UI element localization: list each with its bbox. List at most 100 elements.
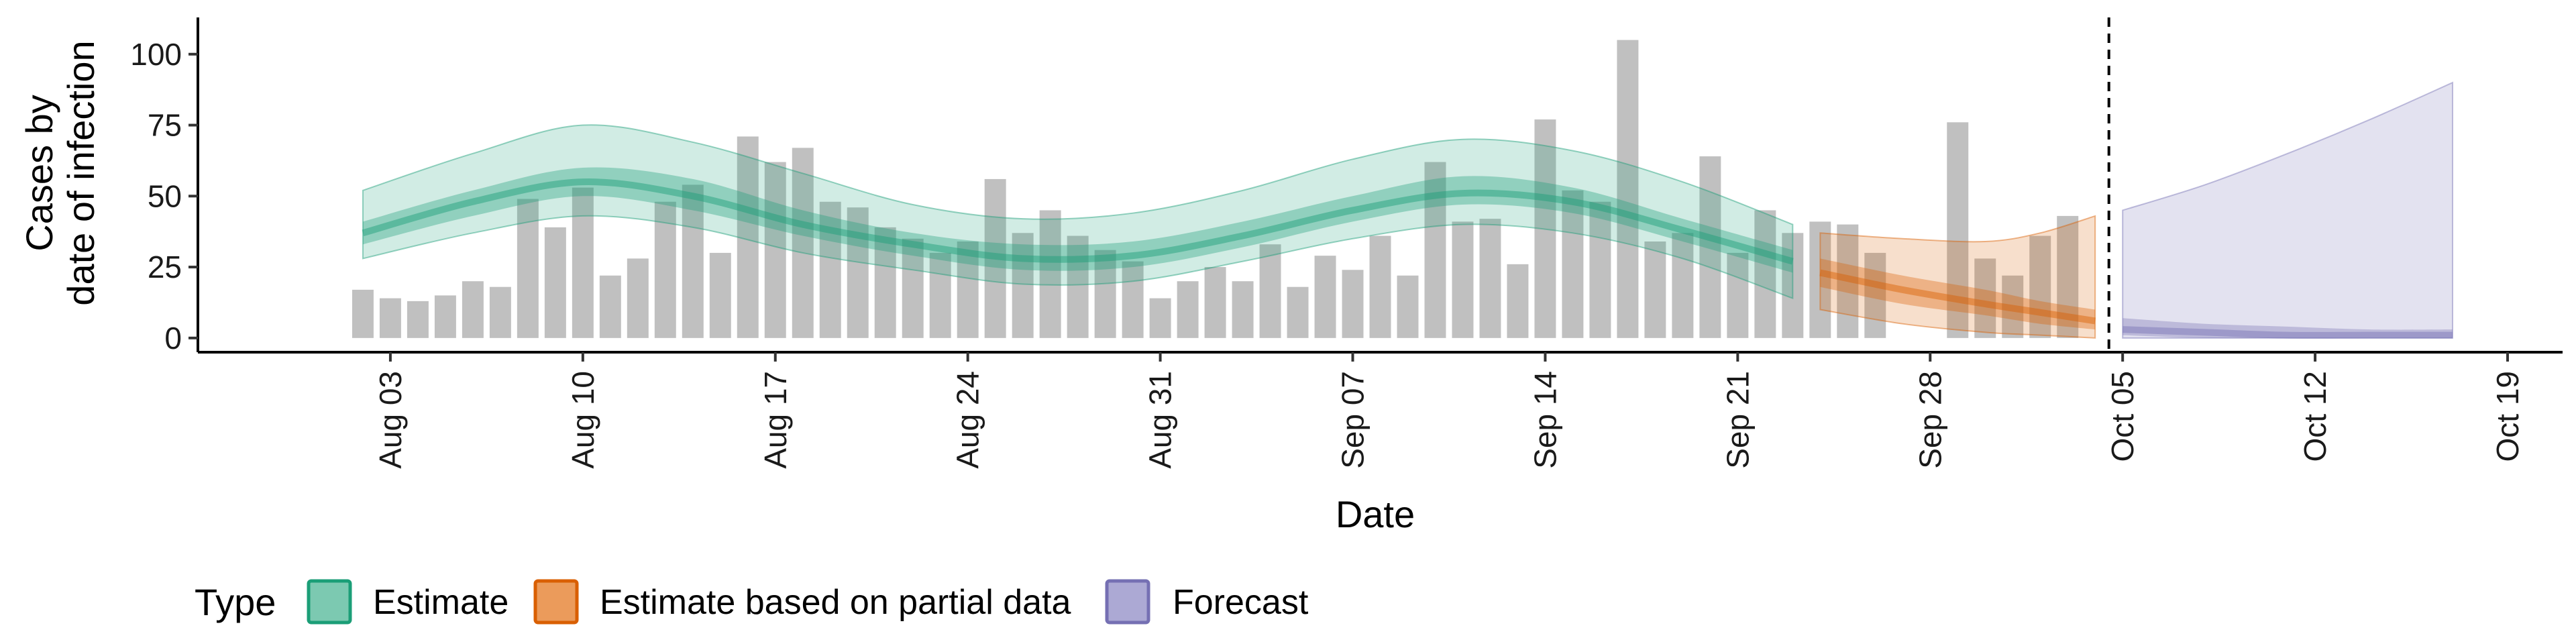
forecast-median-line [2123, 326, 2453, 339]
estimate-based-on-partial-data-inner-band [1820, 258, 2096, 330]
y-axis-title-line-1: Cases by [18, 95, 60, 251]
case-bar [1259, 244, 1281, 338]
case-bar [792, 148, 814, 338]
case-bar [1177, 281, 1199, 338]
case-bar [902, 238, 924, 338]
x-tick-label: Sep 28 [1913, 371, 1947, 469]
case-bar [709, 252, 731, 338]
estimate-median-line [362, 178, 1794, 265]
case-bar [1562, 190, 1584, 338]
case-bar [984, 178, 1006, 338]
case-bar [1479, 219, 1501, 338]
case-bar [1012, 233, 1034, 338]
case-bar [1617, 40, 1639, 338]
y-tick-label: 50 [148, 178, 182, 213]
case-bar [1727, 252, 1749, 338]
legend-label-estimate: Estimate [373, 583, 508, 622]
x-tick-label: Sep 14 [1527, 371, 1562, 469]
case-bar [1314, 256, 1336, 338]
x-tick-label: Aug 17 [758, 371, 793, 469]
case-bar [2029, 235, 2051, 338]
case-bar [1754, 210, 1776, 338]
case-bar [379, 298, 401, 338]
x-axis-title: Date [1336, 493, 1415, 535]
case-bar [544, 227, 566, 338]
y-tick-label: 25 [148, 250, 182, 284]
case-bar [1067, 235, 1089, 338]
legend-key-estimate [307, 579, 352, 625]
case-bar [1424, 162, 1446, 338]
case-bar [1837, 224, 1859, 338]
case-bar [2057, 215, 2079, 338]
case-bar [1094, 250, 1116, 338]
case-bar [1782, 233, 1804, 338]
case-bar [434, 295, 456, 338]
case-bar [847, 207, 869, 338]
estimate-outer-band [362, 124, 1794, 300]
case-bar [1644, 241, 1666, 338]
legend-title: Type [195, 581, 276, 623]
case-bar [1699, 156, 1721, 338]
case-bar [1232, 281, 1254, 338]
y-axis-title-line-2: date of infection [60, 40, 102, 305]
case-bar [737, 136, 759, 338]
case-bar [1864, 252, 1886, 338]
forecast-inner-band [2123, 318, 2453, 339]
x-tick-label: Oct 12 [2298, 371, 2332, 462]
case-bar [627, 258, 649, 338]
case-bar [1809, 221, 1831, 338]
x-tick-label: Aug 31 [1143, 371, 1178, 469]
case-bar [1039, 210, 1061, 338]
legend-key-partial [533, 579, 579, 625]
case-bar [1507, 264, 1529, 338]
case-bar [764, 162, 786, 338]
case-bar [1672, 233, 1694, 338]
legend-key-forecast [1105, 579, 1150, 625]
legend-item-forecast: Forecast [1105, 579, 1309, 625]
y-tick-label: 100 [130, 37, 182, 72]
legend: Type Estimate Estimate based on partial … [195, 579, 1309, 625]
estimate-inner-band [362, 167, 1793, 273]
case-bar [1122, 261, 1144, 338]
x-tick-label: Sep 21 [1720, 371, 1755, 469]
case-bar [1342, 270, 1364, 338]
case-bar [1397, 275, 1419, 338]
case-bar [929, 252, 951, 338]
case-bar [819, 201, 841, 338]
case-bar [682, 184, 704, 338]
case-bar [352, 289, 374, 338]
case-bar [957, 241, 979, 338]
x-tick-label: Aug 03 [373, 371, 408, 469]
case-bar [407, 301, 429, 338]
y-tick-label: 75 [148, 108, 182, 143]
case-bar [1149, 298, 1171, 338]
case-bar [462, 281, 484, 338]
plot-area: 0 25 50 75 100 Aug 03 Aug 10 Aug 17 Aug 24 Aug 31… [130, 17, 2563, 469]
case-bar [1287, 286, 1309, 338]
case-bar [489, 286, 511, 338]
x-tick-label: Aug 24 [951, 371, 985, 469]
legend-item-estimate: Estimate [307, 579, 508, 625]
case-bar [874, 227, 896, 338]
case-bar [1589, 201, 1611, 338]
case-bar [1534, 119, 1556, 338]
case-bar [1452, 221, 1474, 338]
forecast-outer-band [2122, 81, 2454, 339]
estimate-based-on-partial-data-outer-band [1819, 215, 2096, 339]
case-bar [1974, 258, 1996, 338]
case-bar [599, 275, 621, 338]
legend-label-partial: Estimate based on partial data [600, 583, 1071, 622]
case-bar [572, 187, 594, 338]
x-tick-label: Aug 10 [566, 371, 600, 469]
x-tick-label: Sep 07 [1336, 371, 1371, 469]
case-bar [2002, 275, 2024, 338]
y-tick-label: 0 [164, 321, 182, 356]
case-bar [1369, 235, 1391, 338]
estimate-based-on-partial-data-median-line [1819, 269, 2096, 325]
x-tick-label: Oct 05 [2105, 371, 2140, 462]
case-bar [1204, 267, 1226, 338]
case-bar [1947, 122, 1969, 338]
x-tick-label: Oct 19 [2490, 371, 2525, 462]
legend-label-forecast: Forecast [1173, 583, 1309, 622]
